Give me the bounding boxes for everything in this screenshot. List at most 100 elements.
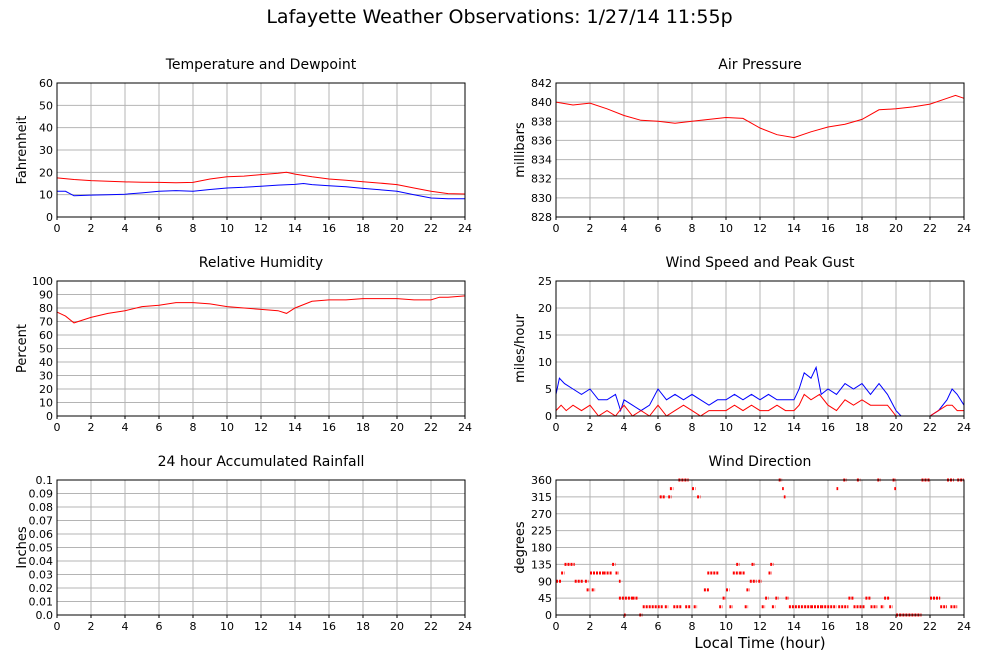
y-tick-label: 0.08 [29,501,54,514]
x-tick-label: 22 [923,620,937,633]
y-tick-label: 0.05 [29,542,54,555]
y-tick-label: 842 [531,77,552,90]
x-tick-label: 16 [821,222,835,235]
x-tick-label: 6 [156,620,163,633]
x-tick-label: 10 [719,421,733,434]
x-tick-label: 8 [689,222,696,235]
series-line-1 [555,94,965,139]
plot-frame [555,280,965,417]
x-tick-label: 20 [889,421,903,434]
y-tick-label: 135 [531,558,552,571]
y-tick-label: 0 [545,609,552,622]
y-tick-label: 40 [39,122,53,135]
chart-panel-5: 0 2 4 6 8 10 12 14 16 18 20 22 240.00.010.020.030.04… [15,454,472,633]
x-tick-label: 10 [719,222,733,235]
x-tick-label: 2 [587,421,594,434]
y-tick-label: 10 [538,356,552,369]
y-tick-label: 270 [531,508,552,521]
y-tick-label: 838 [531,115,552,128]
chart-panel-1: 0 2 4 6 8 10 12 14 16 18 20 22 240102030405060Temper… [15,57,472,235]
x-tick-label: 12 [254,222,268,235]
chart-panel-2: 0 2 4 6 8 10 12 14 16 18 20 22 248288308328348368388… [513,57,971,235]
x-tick-label: 16 [821,620,835,633]
x-tick-label: 8 [190,222,197,235]
y-tick-label: 180 [531,542,552,555]
x-tick-label: 20 [390,421,404,434]
x-tick-label: 24 [458,421,472,434]
y-tick-label: 0.07 [29,515,54,528]
x-tick-label: 4 [621,620,628,633]
y-tick-label: 0.06 [29,528,54,541]
plot-frame [555,82,965,218]
shared-x-axis-label: Local Time (hour) [694,634,826,652]
x-tick-label: 16 [322,421,336,434]
y-tick-label: 5 [545,383,552,396]
x-tick-label: 18 [356,620,370,633]
plot-frame [56,280,466,417]
x-tick-label: 24 [957,421,971,434]
x-tick-label: 18 [356,421,370,434]
x-tick-label: 22 [424,421,438,434]
y-tick-label: 15 [538,329,552,342]
y-tick-label: 40 [39,356,53,369]
x-tick-label: 14 [288,620,302,633]
x-tick-label: 14 [288,222,302,235]
x-tick-label: 20 [889,620,903,633]
x-tick-label: 16 [322,620,336,633]
chart-panel-6: 0 2 4 6 8 10 12 14 16 18 20 22 240459013518022527031… [513,454,971,633]
chart-title: Relative Humidity [199,255,323,271]
x-tick-label: 0 [553,222,560,235]
plot-frame [56,479,466,616]
y-axis-label: degrees [513,521,528,574]
x-tick-label: 10 [220,421,234,434]
y-tick-label: 20 [39,383,53,396]
series-line-2 [555,393,964,417]
y-tick-label: 832 [531,173,552,186]
x-tick-label: 12 [753,421,767,434]
x-tick-label: 4 [122,222,129,235]
y-tick-label: 60 [39,77,53,90]
series-line-1 [56,171,466,195]
chart-title: Wind Direction [709,454,812,470]
y-tick-label: 50 [39,343,53,356]
y-tick-label: 50 [39,99,53,112]
x-tick-label: 6 [655,620,662,633]
y-tick-label: 225 [531,525,552,538]
x-tick-label: 22 [923,421,937,434]
y-tick-label: 0.02 [29,582,54,595]
y-tick-label: 836 [531,134,552,147]
y-tick-label: 840 [531,96,552,109]
y-tick-label: 0.01 [29,596,54,609]
x-tick-label: 2 [587,222,594,235]
y-tick-label: 20 [39,166,53,179]
x-tick-label: 8 [689,620,696,633]
x-tick-label: 4 [122,421,129,434]
x-tick-label: 22 [424,620,438,633]
x-tick-label: 22 [923,222,937,235]
x-tick-label: 16 [322,222,336,235]
y-tick-label: 0.0 [36,609,54,622]
x-tick-label: 10 [220,620,234,633]
y-tick-label: 360 [531,474,552,487]
x-tick-label: 0 [553,421,560,434]
x-tick-label: 0 [553,620,560,633]
y-axis-label: Inches [15,526,30,568]
y-tick-label: 315 [531,491,552,504]
x-tick-label: 8 [190,620,197,633]
y-tick-label: 0 [545,410,552,423]
x-tick-label: 2 [88,222,95,235]
x-tick-label: 0 [54,620,61,633]
x-tick-label: 24 [957,222,971,235]
x-tick-label: 2 [88,620,95,633]
x-tick-label: 18 [855,620,869,633]
y-tick-label: 0 [46,410,53,423]
x-tick-label: 12 [753,620,767,633]
y-axis-label: millibars [513,122,528,178]
y-tick-label: 0.03 [29,569,54,582]
series-line-1 [555,365,965,417]
x-tick-label: 0 [54,421,61,434]
x-tick-label: 4 [621,222,628,235]
x-tick-label: 4 [122,620,129,633]
plot-frame [555,479,965,616]
